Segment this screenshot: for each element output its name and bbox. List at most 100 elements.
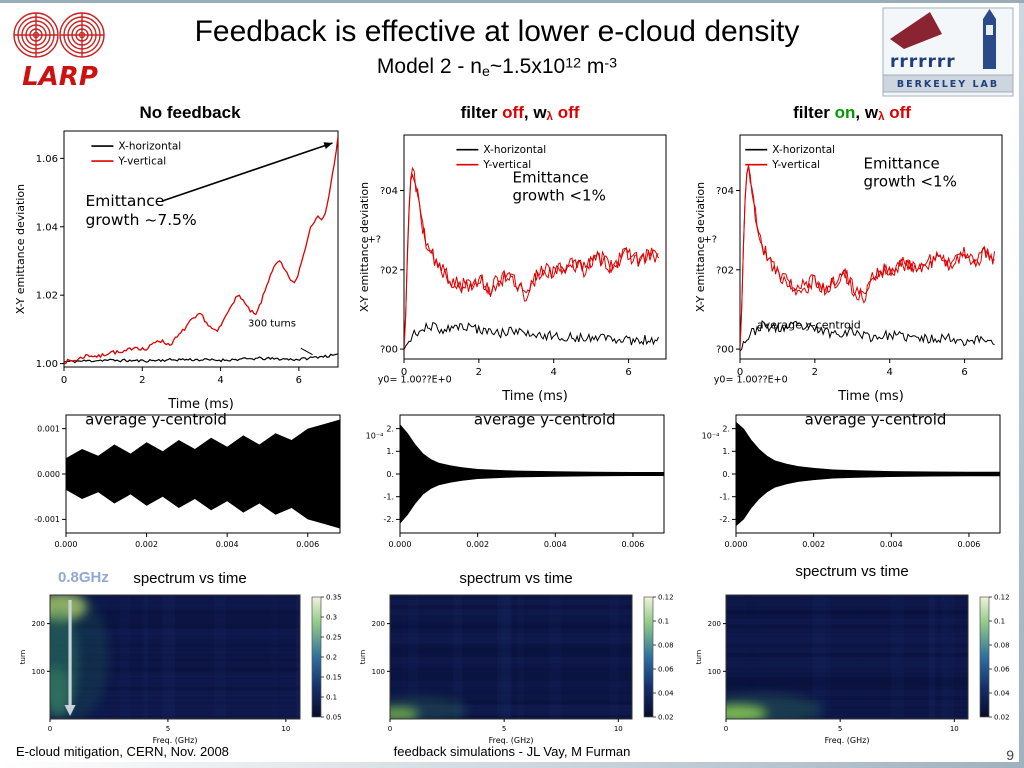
svg-text:2: 2 bbox=[812, 367, 818, 378]
berkeley-arcs-glyphs: rrrrrrr bbox=[890, 52, 956, 72]
svg-text:0.000: 0.000 bbox=[55, 540, 78, 549]
svg-text:5: 5 bbox=[166, 725, 170, 733]
svg-text:Emittance: Emittance bbox=[864, 155, 940, 173]
svg-text:average y-centroid: average y-centroid bbox=[757, 318, 861, 331]
svg-text:-0.001: -0.001 bbox=[34, 515, 60, 524]
subtitle-subscript: e bbox=[481, 63, 490, 80]
svg-text:1.: 1. bbox=[722, 447, 730, 456]
svg-text:0: 0 bbox=[724, 725, 728, 733]
svg-text:0.004: 0.004 bbox=[544, 540, 567, 549]
chart-spectrogram-filter-on: 0 5 10 100 200 Freq. (GHz) turn 0.12 0.1 0.08 0.06… bbox=[692, 589, 1024, 749]
svg-text:10: 10 bbox=[281, 725, 290, 733]
column-heading-no-feedback: No feedback bbox=[40, 103, 340, 123]
heading-text-off: off bbox=[502, 103, 524, 122]
svg-text:200: 200 bbox=[372, 620, 385, 628]
chart-centroid-no-feedback: 0.000 0.002 0.004 0.006 0.001 0.000 -0.001 aver… bbox=[14, 409, 352, 559]
svg-text:0.006: 0.006 bbox=[296, 540, 319, 549]
svg-text:6: 6 bbox=[961, 367, 967, 378]
svg-text:Time (ms): Time (ms) bbox=[501, 389, 568, 404]
svg-text:Emittance: Emittance bbox=[513, 169, 589, 187]
larp-coil-icons bbox=[13, 12, 105, 58]
svg-text:0.08: 0.08 bbox=[658, 642, 674, 650]
heading-lambda: λ bbox=[878, 111, 885, 124]
subtitle-superscript: 12 bbox=[565, 55, 582, 72]
svg-text:0.12: 0.12 bbox=[994, 594, 1010, 602]
svg-text:0.35: 0.35 bbox=[326, 594, 342, 602]
svg-text:0.02: 0.02 bbox=[658, 714, 674, 722]
svg-text:0.06: 0.06 bbox=[658, 666, 674, 674]
svg-text:Time (ms): Time (ms) bbox=[837, 389, 904, 404]
page-subtitle: Model 2 - ne~1.5x1012 m-3 bbox=[120, 55, 874, 80]
svg-text:Freq. (GHz): Freq. (GHz) bbox=[153, 736, 198, 745]
svg-text:X-horizontal: X-horizontal bbox=[772, 144, 835, 156]
svg-text:0.002: 0.002 bbox=[466, 540, 489, 549]
svg-text:0: 0 bbox=[48, 725, 52, 733]
berkeley-lab-logo: rrrrrrr BERKELEY LAB bbox=[882, 7, 1014, 97]
slide-edge-bottom bbox=[0, 762, 1024, 768]
chart-spectrogram-no-feedback: 0 5 10 100 200 Freq. (GHz) turn 0.35 0.3 0.25 0.2 0… bbox=[16, 589, 356, 749]
svg-text:Y-vertical: Y-vertical bbox=[117, 156, 166, 168]
svg-text:2.: 2. bbox=[386, 424, 394, 433]
chart-spectrogram-filter-off: 0 5 10 100 200 Freq. (GHz) turn 0.12 0.1 0.08 0.06… bbox=[356, 589, 688, 749]
svg-text:?00: ?00 bbox=[380, 345, 398, 356]
svg-text:1.02: 1.02 bbox=[36, 291, 58, 302]
chart-centroid-filter-on: 0.000 0.002 0.004 0.006 2. 1. 0. -1. -2. average … bbox=[692, 409, 1016, 559]
svg-text:+?: +? bbox=[367, 235, 381, 246]
heading-text-off: off bbox=[884, 103, 911, 122]
label-spectrum-vs-time-3: spectrum vs time bbox=[795, 563, 909, 580]
svg-text:0.1: 0.1 bbox=[994, 618, 1005, 626]
svg-text:4: 4 bbox=[887, 367, 893, 378]
svg-text:average y-centroid: average y-centroid bbox=[474, 410, 616, 428]
svg-text:Y-vertical: Y-vertical bbox=[482, 159, 531, 171]
svg-text:100: 100 bbox=[372, 668, 385, 676]
subtitle-part: m bbox=[581, 55, 605, 78]
svg-text:Emittance: Emittance bbox=[86, 192, 165, 210]
svg-text:6: 6 bbox=[625, 367, 631, 378]
svg-text:2: 2 bbox=[139, 375, 145, 386]
svg-text:+?: +? bbox=[703, 235, 717, 246]
label-spectrum-vs-time-1: spectrum vs time bbox=[133, 570, 247, 587]
svg-text:200: 200 bbox=[32, 620, 45, 628]
heading-text: , w bbox=[855, 103, 879, 122]
svg-text:0.06: 0.06 bbox=[994, 666, 1010, 674]
svg-text:0.04: 0.04 bbox=[994, 690, 1010, 698]
svg-text:0: 0 bbox=[61, 375, 67, 386]
svg-text:100: 100 bbox=[708, 668, 721, 676]
footer-credit-left: E-cloud mitigation, CERN, Nov. 2008 bbox=[16, 744, 229, 759]
page-title: Feedback is effective at lower e-cloud d… bbox=[120, 15, 874, 49]
svg-text:10⁻⁴: 10⁻⁴ bbox=[366, 432, 384, 441]
svg-text:X-Y emittance deviation: X-Y emittance deviation bbox=[358, 182, 371, 312]
svg-text:0.001: 0.001 bbox=[37, 424, 60, 433]
svg-text:growth <1%: growth <1% bbox=[513, 187, 606, 205]
svg-text:1.00: 1.00 bbox=[36, 359, 58, 370]
svg-text:y0= 1.00??E+0: y0= 1.00??E+0 bbox=[714, 375, 788, 386]
svg-text:?04: ?04 bbox=[380, 186, 398, 197]
heading-lambda: λ bbox=[546, 111, 553, 124]
svg-text:300 turns: 300 turns bbox=[248, 319, 296, 330]
footer-credit-center: feedback simulations - JL Vay, M Furman bbox=[393, 744, 631, 759]
svg-text:0.2: 0.2 bbox=[326, 654, 337, 662]
svg-text:?00: ?00 bbox=[716, 345, 734, 356]
svg-text:0.000: 0.000 bbox=[389, 540, 412, 549]
svg-text:10: 10 bbox=[950, 725, 959, 733]
label-spectrum-vs-time-2: spectrum vs time bbox=[459, 570, 573, 587]
svg-text:2.: 2. bbox=[722, 424, 730, 433]
chart-emittance-filter-on: 0 2 4 6 ?00 ?02 ?04 Time (ms) X-Y emittance devi… bbox=[692, 127, 1014, 405]
svg-text:?02: ?02 bbox=[380, 265, 398, 276]
svg-text:0: 0 bbox=[737, 367, 743, 378]
svg-text:6: 6 bbox=[296, 375, 302, 386]
svg-text:5: 5 bbox=[838, 725, 842, 733]
larp-logo: LARP bbox=[13, 12, 105, 92]
page-title-text: Feedback is effective at lower e-cloud d… bbox=[194, 15, 800, 48]
svg-text:0.004: 0.004 bbox=[880, 540, 903, 549]
subtitle-superscript: -3 bbox=[604, 55, 618, 72]
svg-text:0.002: 0.002 bbox=[135, 540, 158, 549]
svg-text:turn: turn bbox=[19, 650, 27, 664]
svg-text:0.1: 0.1 bbox=[658, 618, 669, 626]
svg-text:10: 10 bbox=[614, 725, 623, 733]
heading-text: filter bbox=[793, 103, 835, 122]
svg-text:Freq. (GHz): Freq. (GHz) bbox=[489, 736, 534, 745]
svg-text:0.002: 0.002 bbox=[802, 540, 825, 549]
svg-text:2: 2 bbox=[476, 367, 482, 378]
